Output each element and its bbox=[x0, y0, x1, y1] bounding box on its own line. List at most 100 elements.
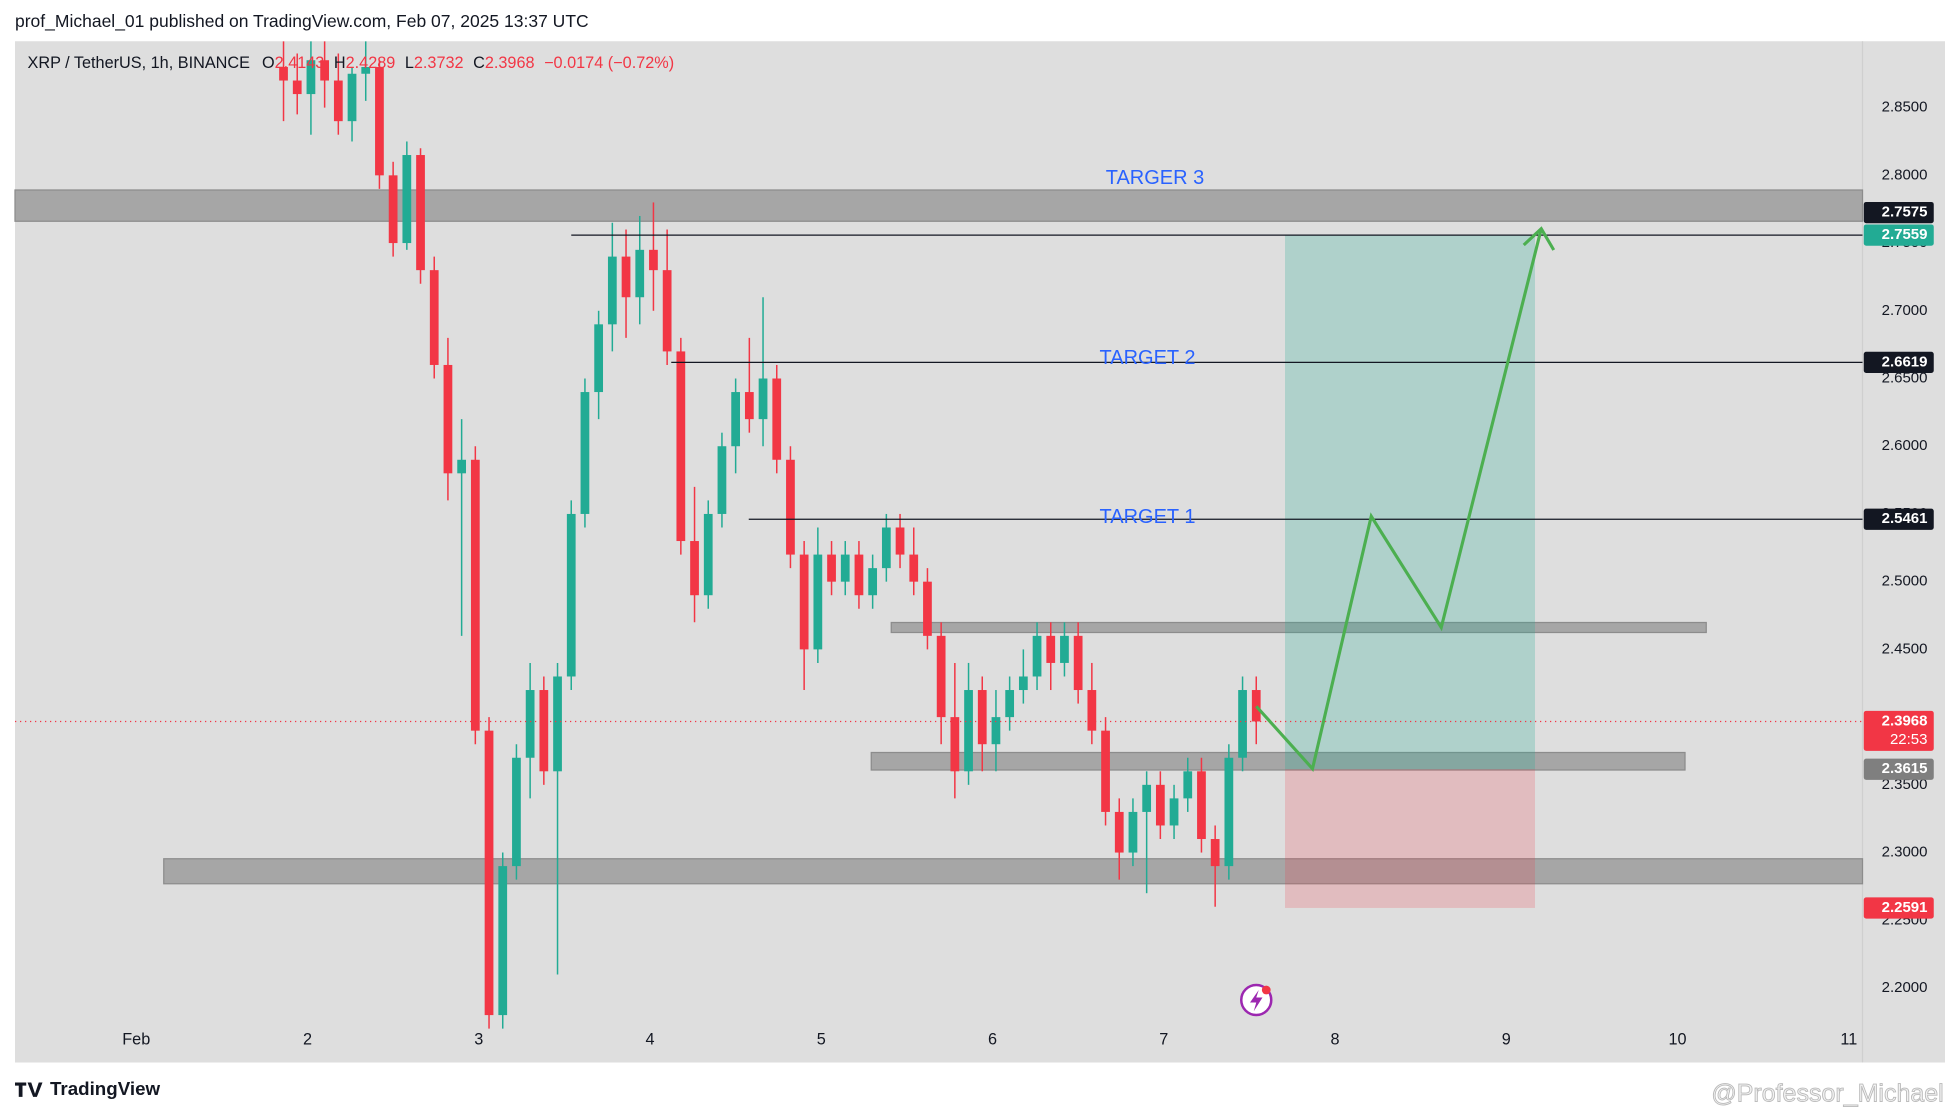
price-tag-label: 2.7559 bbox=[1882, 226, 1928, 243]
candle-body bbox=[429, 270, 439, 365]
alert-bolt bbox=[1250, 990, 1263, 1012]
legend-value: 2.4143 bbox=[275, 54, 325, 72]
candle-body bbox=[443, 364, 453, 474]
candle-body bbox=[1087, 690, 1097, 731]
y-tick-label: 2.7000 bbox=[1882, 302, 1928, 319]
legend: XRP / TetherUS, 1h, BINANCE O2.4143 H2.4… bbox=[28, 54, 675, 72]
candle-body bbox=[621, 256, 631, 298]
legend-value: 2.4289 bbox=[346, 54, 396, 72]
candle-body bbox=[580, 392, 590, 514]
candle-body bbox=[1155, 784, 1165, 826]
candle-body bbox=[1169, 798, 1179, 826]
price-tag-label: 2.3968 bbox=[1882, 712, 1928, 729]
legend-label: H bbox=[334, 54, 346, 72]
candle-body bbox=[1046, 635, 1056, 663]
candle-body bbox=[703, 513, 713, 596]
projection-path bbox=[1255, 228, 1543, 773]
brand-logo bbox=[15, 1082, 43, 1097]
price-tag bbox=[1863, 351, 1934, 374]
candle-body bbox=[881, 527, 891, 569]
candle-body bbox=[895, 527, 905, 555]
x-tick-label: 4 bbox=[645, 1030, 654, 1048]
candle-body bbox=[292, 80, 302, 95]
annotation: TARGET 1 bbox=[1100, 506, 1196, 528]
candle-body bbox=[347, 73, 357, 122]
price-tag bbox=[1863, 508, 1934, 530]
candle-body bbox=[799, 554, 809, 650]
candle-body bbox=[375, 66, 384, 176]
symbol: XRP / TetherUS, 1h, BINANCE bbox=[28, 54, 251, 72]
candle-body bbox=[1060, 635, 1069, 663]
candle-body bbox=[717, 446, 727, 514]
candle-body bbox=[1224, 757, 1234, 867]
x-tick-label: 6 bbox=[988, 1030, 997, 1048]
candles bbox=[279, 41, 1261, 1029]
candle-body bbox=[457, 459, 467, 474]
target-lines: TARGER 3 TARGET 2 TARGET 1 bbox=[15, 167, 1863, 723]
annotation: TARGET 2 bbox=[1100, 347, 1196, 369]
brand-name: TradingView bbox=[50, 1078, 161, 1099]
candle-body bbox=[744, 392, 754, 420]
projection bbox=[1255, 226, 1556, 773]
alert-dot bbox=[1261, 985, 1271, 995]
price-tag bbox=[1863, 897, 1934, 919]
y-tick-label: 2.3500 bbox=[1882, 776, 1928, 793]
candle-body bbox=[909, 554, 919, 582]
candle-body bbox=[1142, 784, 1152, 812]
x-tick-label: 8 bbox=[1331, 1030, 1340, 1048]
alert-icon[interactable] bbox=[1240, 983, 1273, 1017]
annotation: TARGER 3 bbox=[1106, 167, 1205, 189]
y-tick-label: 2.2000 bbox=[1882, 979, 1928, 996]
candle-body bbox=[470, 459, 480, 731]
legend-label: C bbox=[473, 54, 485, 72]
x-tick-label: Feb bbox=[122, 1030, 150, 1048]
legend-label: O bbox=[262, 54, 275, 72]
footer: TradingView @Professor_Michael bbox=[15, 1078, 1944, 1108]
axes: 2.20002.25002.30002.35002.40002.45002.50… bbox=[122, 99, 1934, 1048]
candle-body bbox=[361, 66, 371, 74]
candle-body bbox=[279, 66, 288, 81]
projection-arrowhead bbox=[1522, 226, 1556, 251]
profit-area bbox=[1285, 235, 1535, 770]
position-tool bbox=[1285, 235, 1535, 908]
candle-body bbox=[827, 554, 836, 582]
y-tick-label: 2.5000 bbox=[1882, 573, 1928, 590]
price-tag-label: 2.2591 bbox=[1882, 899, 1928, 916]
candle-body bbox=[1238, 690, 1247, 758]
candle-body bbox=[1005, 690, 1015, 718]
candle-body bbox=[1073, 635, 1083, 691]
candle-body bbox=[333, 80, 343, 122]
legend-value: 2.3968 bbox=[485, 54, 535, 72]
x-tick-label: 7 bbox=[1159, 1030, 1168, 1048]
x-tick-label: 3 bbox=[474, 1030, 483, 1048]
candle-body bbox=[594, 324, 604, 393]
candle-body bbox=[566, 513, 576, 677]
candle-body bbox=[731, 392, 741, 447]
y-tick-label: 2.3000 bbox=[1882, 844, 1928, 861]
legend-value: 2.3732 bbox=[414, 54, 464, 72]
loss-area bbox=[1285, 769, 1535, 908]
candle-body bbox=[1197, 771, 1206, 840]
resistance-zone bbox=[14, 189, 1864, 222]
candle-body bbox=[854, 554, 864, 596]
price-tag bbox=[1863, 224, 1934, 246]
candle-body bbox=[676, 351, 686, 542]
candle-body bbox=[1018, 676, 1028, 691]
candle-body bbox=[950, 717, 960, 772]
candle-body bbox=[840, 554, 850, 582]
candle-body bbox=[868, 568, 878, 596]
support-zone bbox=[163, 858, 1864, 885]
candle-body bbox=[690, 541, 699, 596]
candle-body bbox=[936, 635, 946, 718]
legend-label: L bbox=[405, 54, 414, 72]
candle-body bbox=[1251, 690, 1261, 722]
drawings bbox=[14, 189, 1864, 885]
candle-body bbox=[1128, 811, 1138, 853]
candle-body bbox=[635, 249, 645, 298]
x-tick-label: 5 bbox=[817, 1030, 826, 1048]
candle-body bbox=[306, 60, 316, 95]
x-tick-label: 11 bbox=[1840, 1030, 1857, 1048]
y-tick-label: 2.6500 bbox=[1882, 369, 1928, 386]
